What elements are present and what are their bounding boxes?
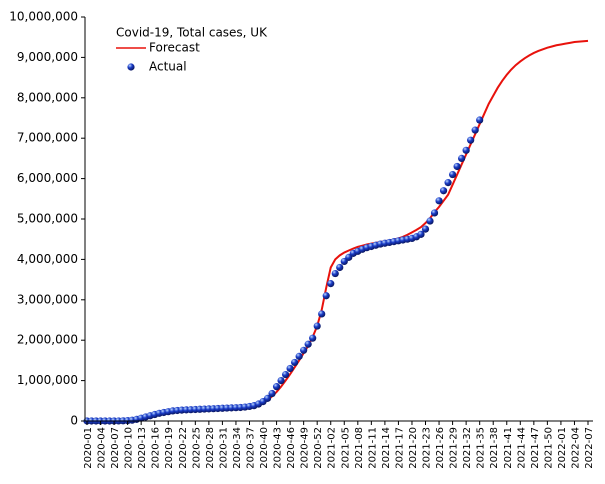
y-tick-label: 9,000,000	[17, 50, 78, 64]
actual-point	[435, 197, 443, 205]
actual-point	[313, 322, 321, 330]
legend-label: Forecast	[149, 41, 200, 55]
x-tick-label: 2021-14	[381, 427, 392, 469]
x-tick-label: 2020-31	[218, 427, 229, 469]
chart-title: Covid-19, Total cases, UK	[116, 26, 268, 40]
x-tick-label: 2020-37	[245, 427, 256, 469]
x-tick-label: 2021-26	[435, 427, 446, 469]
x-tick-label: 2021-35	[476, 427, 487, 469]
legend-swatch	[127, 63, 135, 71]
y-tick-label: 3,000,000	[17, 292, 78, 306]
actual-point	[430, 209, 439, 217]
x-tick-label: 2021-38	[489, 427, 500, 469]
x-tick-label: 2021-05	[340, 427, 351, 469]
actual-point	[453, 162, 461, 171]
y-tick-label: 2,000,000	[17, 333, 78, 347]
x-tick-label: 2021-23	[422, 427, 433, 469]
x-tick-label: 2021-17	[394, 427, 405, 469]
x-tick-label: 2021-29	[449, 427, 460, 469]
plot	[83, 39, 589, 425]
x-tick-label: 2020-16	[151, 427, 162, 469]
forecast-line	[87, 39, 589, 422]
y-tick-label: 4,000,000	[17, 252, 78, 266]
x-tick-label: 2021-47	[530, 427, 541, 469]
x-tick-label: 2021-32	[462, 427, 473, 469]
actual-point	[263, 394, 272, 402]
x-tick-label: 2022-01	[557, 427, 568, 469]
x-tick-label: 2020-04	[97, 427, 108, 469]
x-tick-label: 2020-22	[178, 427, 189, 469]
y-tick-label: 0	[70, 414, 78, 428]
x-tick-label: 2022-04	[570, 427, 581, 469]
x-tick-label: 2020-52	[313, 427, 324, 469]
actual-point	[304, 340, 312, 348]
x-tick-label: 2021-50	[543, 427, 554, 469]
actual-point	[471, 126, 479, 134]
actual-point	[277, 377, 285, 385]
x-tick-label: 2020-07	[110, 427, 121, 469]
actual-point	[291, 358, 299, 367]
actual-point	[272, 383, 281, 391]
actual-point	[309, 334, 317, 342]
x-tick-label: 2020-28	[205, 427, 216, 469]
x-tick-label: 2020-40	[259, 427, 270, 469]
x-tick-label: 2021-08	[354, 427, 365, 469]
x-tick-label: 2020-19	[164, 427, 175, 469]
actual-point	[417, 230, 425, 238]
x-tick-label: 2021-20	[408, 427, 419, 469]
legend-label: Actual	[149, 60, 187, 74]
y-tick-label: 1,000,000	[17, 373, 78, 387]
actual-point	[295, 352, 303, 360]
x-tick-label: 2021-02	[327, 427, 338, 469]
y-tick-label: 10,000,000	[9, 10, 78, 24]
actual-point	[300, 346, 308, 354]
actual-point	[336, 263, 344, 272]
actual-point	[426, 217, 434, 225]
x-tick-label: 2020-01	[83, 427, 94, 469]
actual-point	[286, 364, 294, 373]
actual-point	[462, 146, 470, 154]
actual-point	[421, 225, 430, 233]
y-tick-label: 8,000,000	[17, 90, 78, 104]
x-tick-label: 2020-46	[286, 427, 297, 469]
actual-point	[476, 116, 484, 124]
x-tick-label: 2020-49	[300, 427, 311, 469]
actual-point	[458, 154, 466, 162]
actual-point	[268, 389, 276, 398]
x-tick-label: 2020-25	[191, 427, 202, 469]
y-tick-label: 5,000,000	[17, 212, 78, 226]
x-tick-label: 2022-07	[584, 427, 595, 469]
actual-point	[448, 170, 457, 179]
x-tick-label: 2020-34	[232, 427, 243, 469]
x-tick-label: 2020-13	[137, 427, 148, 469]
x-tick-label: 2020-43	[273, 427, 284, 469]
actual-point	[444, 179, 452, 187]
actual-point	[467, 136, 475, 144]
actual-point	[331, 269, 339, 278]
actual-point	[322, 292, 330, 300]
actual-point	[439, 187, 448, 195]
x-tick-label: 2021-11	[367, 427, 378, 469]
x-tick-label: 2021-41	[503, 427, 514, 469]
actual-point	[318, 310, 326, 318]
y-tick-label: 6,000,000	[17, 171, 78, 185]
x-tick-label: 2020-10	[124, 427, 135, 469]
x-tick-label: 2021-44	[516, 427, 527, 469]
actual-point	[281, 370, 290, 379]
actual-point	[327, 280, 335, 288]
y-tick-label: 7,000,000	[17, 131, 78, 145]
